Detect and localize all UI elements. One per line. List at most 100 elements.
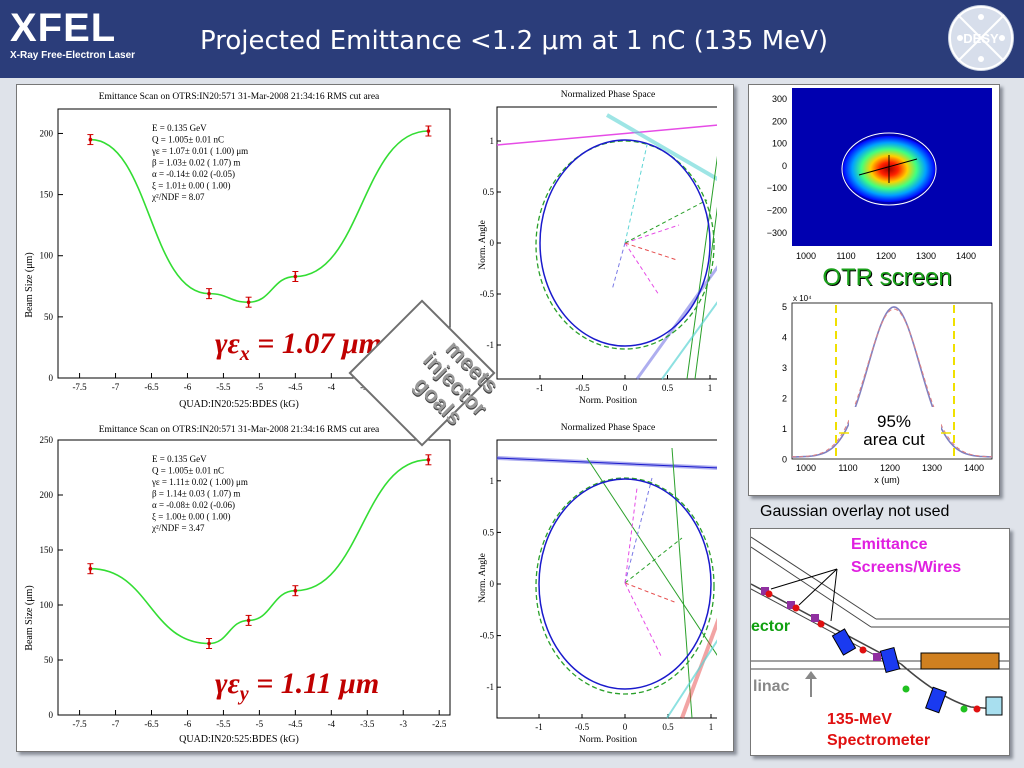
fit-parameter: β = 1.03± 0.02 ( 1.07) m [152,158,240,168]
data-point [88,566,93,571]
y-tick-label: 0.5 [483,187,495,197]
phase-space-y-chart: Normalized Phase Space Norm. Angle Norm.… [478,423,717,745]
emittance-panel: Emittance Scan on OTRS:IN20:571 31-Mar-2… [16,84,734,752]
y-tick-label: 200 [40,128,54,138]
plot-frame [57,439,451,716]
x-tick-label: 0.5 [662,383,674,393]
y-tick-label: 200 [772,116,787,126]
data-point [293,274,298,279]
data-point [246,300,251,304]
chart-title: Normalized Phase Space [561,90,655,100]
y-tick-label: −300 [767,228,787,238]
x-tick-label: 0.5 [662,722,674,732]
pointer-line [830,568,838,622]
pointer-line [798,568,838,606]
linac-cavity [920,652,1000,670]
x-tick-label: -5 [256,382,264,392]
x-tick-label: 1 [708,383,713,393]
logo-text: XFEL [10,6,117,50]
emittance-x-result: γεx = 1.07 μm [215,327,382,365]
fit-parameter: α = -0.14± 0.02 (-0.05) [152,169,235,179]
x-tick-label: -5.5 [216,382,231,392]
x-tick-label: 1 [709,722,714,732]
x-tick-label: 1100 [836,251,855,261]
y-tick-label: 0 [490,579,495,589]
x-tick-label: -6.5 [144,382,159,392]
x-tick-label: -7.5 [72,382,87,392]
spectrometer-energy-label: 135-MeV [827,711,892,728]
y-tick-label: 100 [40,600,54,610]
y-tick-label: 300 [772,94,787,104]
y-ticks: 0 50 100 150 200 [40,128,63,383]
x-tick-label: 0 [623,383,628,393]
phase-lines [496,447,717,719]
y-tick-label: 2 [782,394,787,404]
x-tick-label: -4.5 [288,382,303,392]
wall-line [750,536,877,620]
gaussian-overlay [791,308,993,458]
data-point [207,291,211,296]
x-tick-label: -4 [328,719,336,729]
data-point [426,129,431,133]
data-points [87,454,432,649]
y-tick-label: 200 [40,490,54,500]
wall-line [750,546,872,628]
data-point [426,458,431,462]
y-ticks: 0 50 100 150 200 250 [40,435,63,720]
x-tick-label: 1100 [838,463,857,473]
chart-title: Emittance Scan on OTRS:IN20:571 31-Mar-2… [99,425,380,435]
y-tick-label: 5 [782,302,787,312]
beamline-diagram: Emittance Screens/Wires ector linac 135-… [750,536,1009,749]
fit-parameter: ξ = 1.01± 0.00 ( 1.00) [152,181,231,191]
x-tick-label: 1300 [916,251,936,261]
y-axis-label: Norm. Angle [478,553,488,603]
y-tick-label: 250 [40,435,54,445]
y-tick-label: -1 [487,682,495,692]
screens-label: Screens/Wires [851,559,961,576]
x-tick-label: 0 [623,722,628,732]
axis-ticks: -1 -0.5 0 0.5 1 1 0.5 0 -0.5 -1 [480,136,713,393]
x-axis-label: Norm. Position [579,735,637,745]
y-tick-label: 0 [782,455,787,465]
profile-exponent: x 10⁴ [793,294,812,303]
fit-parameter: ξ = 1.00± 0.00 ( 1.00) [152,512,231,522]
fit-parameter: Q = 1.005± 0.01 nC [152,466,224,476]
x-tick-label: -2.5 [432,719,447,729]
emittance-label: Emittance [851,536,928,553]
dump-box [985,696,1003,716]
fit-curve [90,459,429,645]
profile-x-label: x (um) [874,475,900,485]
y-tick-label: 1 [782,424,787,434]
x-tick-label: 1400 [956,251,976,261]
slide-title: Projected Emittance <1.2 μm at 1 nC (135… [200,26,829,56]
linac-label: linac [753,678,790,695]
y-tick-label: -0.5 [480,631,495,641]
x-tick-label: 1200 [880,463,900,473]
otr-panel: 300 200 100 0 −100 −200 −300 1000 1100 1200 1300 14… [748,84,1000,496]
spectrometer-line [900,663,997,710]
y-tick-label: 1 [490,476,495,486]
x-tick-label: -1 [535,722,543,732]
desy-logo-text: DESY [963,31,999,46]
y-tick-label: 1 [490,136,495,146]
y-tick-label: 100 [40,251,54,261]
plot-frame [496,106,717,380]
y-tick-label: 0.5 [483,527,495,537]
x-tick-label: -7 [112,382,120,392]
fit-parameter: α = -0.08± 0.02 (-0.06) [152,500,235,510]
spectrometer-label: Spectrometer [827,732,930,749]
x-tick-label: -4.5 [288,719,303,729]
x-tick-label: 1300 [922,463,942,473]
cut-label-bg [849,407,941,449]
y-axis-label: Norm. Angle [478,220,488,270]
x-axis-label: Norm. Position [579,396,637,406]
y-tick-label: -1 [487,340,495,350]
cut-label: area cut [863,430,925,449]
emittance-y-result: γεy = 1.11 μm [215,667,380,705]
otr-screen-label: OTR screen [822,264,951,291]
linac-arrow-icon [805,671,817,697]
axis-line [858,158,918,176]
